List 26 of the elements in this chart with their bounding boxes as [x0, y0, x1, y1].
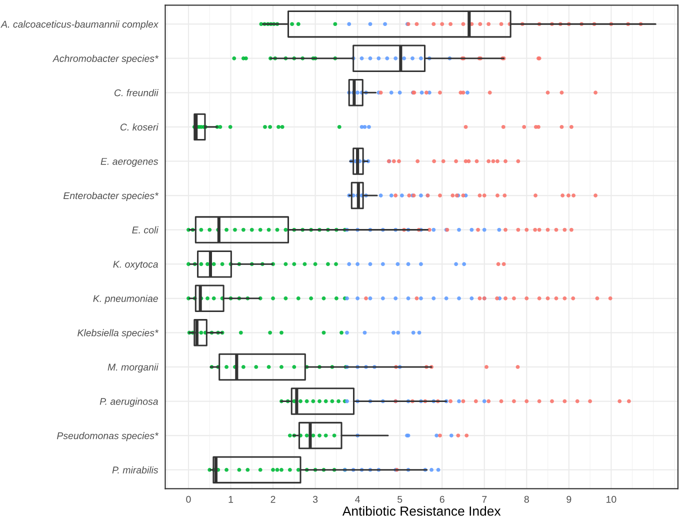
y-tick-label: E. aerogenes [100, 158, 158, 167]
x-tick-label: 7 [482, 496, 487, 503]
x-tick-label: 3 [312, 496, 318, 503]
y-tick-label: P. mirabilis [112, 466, 158, 474]
y-tick-label: A. calcoaceticus-baumannii complex [0, 20, 159, 30]
y-tick-label: K. pneumoniae [93, 294, 158, 304]
x-tick-label: 9 [566, 496, 572, 503]
x-tick-label: 10 [606, 496, 616, 503]
x-tick-label: 8 [524, 496, 529, 503]
x-tick-label: 2 [270, 496, 276, 503]
x-tick-label: 4 [355, 496, 360, 503]
x-tick-label: 5 [398, 496, 402, 503]
x-tick-label: 6 [440, 496, 444, 503]
y-tick-label: E. coli [132, 226, 159, 234]
y-tick-label: M. morganii [108, 363, 159, 373]
x-tick-label: 1 [228, 496, 233, 503]
y-tick-label: Achromobacter species* [52, 54, 159, 64]
y-tick-label: P. aeruginosa [100, 398, 158, 407]
y-tick-label: C. freundii [114, 89, 159, 96]
y-tick-label: Klebsiella species* [78, 329, 159, 338]
y-tick-label: Pseudomonas species* [56, 432, 159, 442]
y-tick-label: Enterobacter species* [63, 192, 159, 202]
y-tick-label: C. koseri [120, 123, 159, 131]
x-axis-title: Antibiotic Resistance Index [342, 506, 501, 516]
y-tick-label: K. oxytoca [113, 260, 158, 270]
x-tick-label: 0 [186, 496, 191, 503]
